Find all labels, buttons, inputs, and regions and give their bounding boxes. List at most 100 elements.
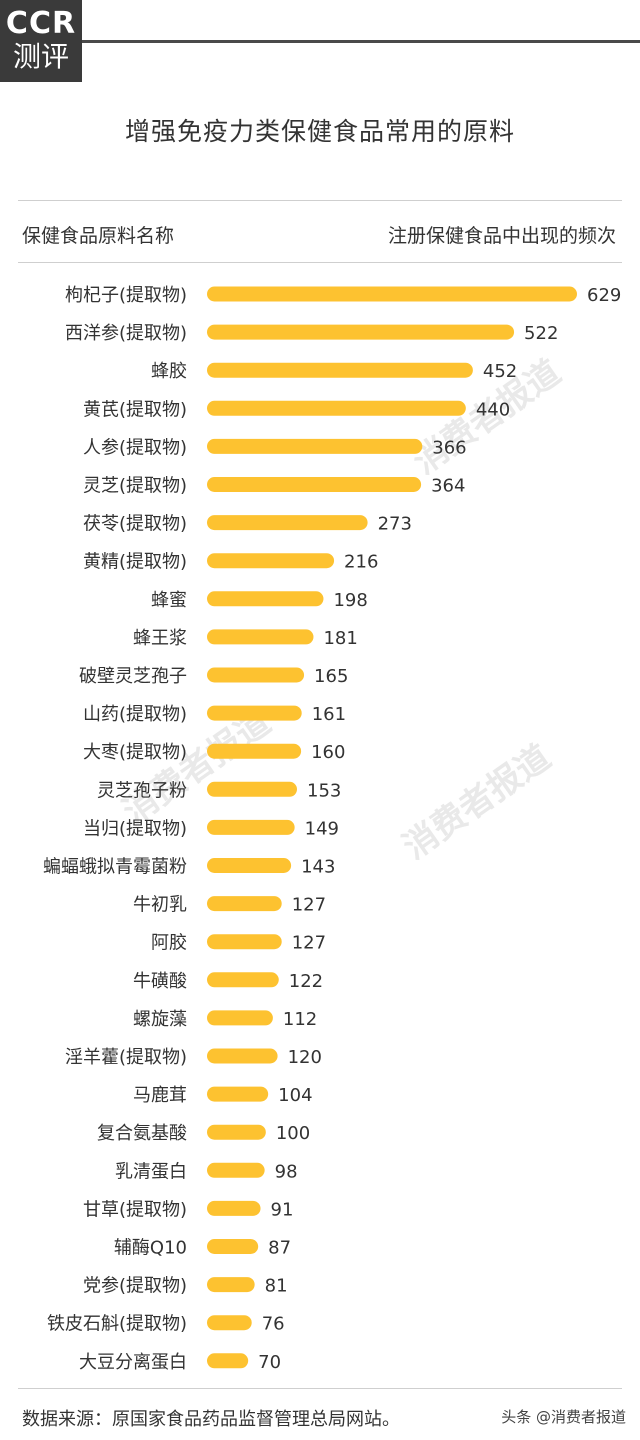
category-label: 蜂王浆 (133, 628, 187, 649)
category-label: 铁皮石斛(提取物) (47, 1314, 187, 1335)
bar (207, 1010, 273, 1026)
bar (207, 400, 466, 416)
header-top-rule (18, 200, 622, 201)
bar (207, 324, 515, 340)
bar (207, 362, 473, 378)
value-label: 112 (283, 1009, 317, 1030)
header-bottom-rule (18, 262, 622, 263)
logo-brand: CCR (5, 6, 77, 41)
category-label: 辅酶Q10 (114, 1238, 187, 1259)
category-label: 西洋参(提取物) (65, 323, 187, 344)
bar (207, 477, 422, 492)
credit: 头条 @消费者报道 (501, 1408, 626, 1426)
value-label: 87 (268, 1238, 291, 1259)
bar (207, 1048, 278, 1064)
category-label: 复合氨基酸 (97, 1123, 187, 1144)
bar (207, 934, 282, 950)
category-label: 山药(提取物) (83, 704, 187, 725)
category-label: 当归(提取物) (83, 818, 187, 839)
bar (207, 1124, 266, 1140)
bar (207, 896, 282, 912)
bar (207, 1239, 259, 1254)
category-label: 螺旋藻 (133, 1009, 187, 1030)
value-label: 181 (323, 628, 357, 649)
value-label: 70 (258, 1352, 281, 1373)
bar (207, 705, 302, 721)
category-label: 黄芪(提取物) (83, 399, 187, 420)
value-label: 98 (275, 1161, 298, 1182)
value-label: 76 (262, 1314, 285, 1335)
header-ingredient-name: 保健食品原料名称 (22, 225, 175, 247)
category-label: 乳清蛋白 (115, 1161, 187, 1182)
category-label: 大豆分离蛋白 (79, 1352, 187, 1373)
data-source: 数据来源：原国家食品药品监督管理总局网站。 (22, 1409, 400, 1430)
value-label: 81 (265, 1276, 288, 1297)
category-label: 甘草(提取物) (83, 1199, 187, 1220)
bar (207, 819, 295, 835)
bar (207, 858, 292, 873)
value-label: 364 (431, 476, 465, 497)
value-label: 91 (271, 1199, 294, 1220)
bar (207, 629, 314, 645)
value-label: 366 (432, 437, 466, 458)
category-label: 黄精(提取物) (83, 552, 187, 573)
value-label: 273 (378, 514, 412, 535)
bar-chart: 枸杞子(提取物) 629 西洋参(提取物) 522 蜂胶 452 黄芪(提取物) 440 人参(… (43, 285, 621, 1373)
value-label: 216 (344, 552, 378, 573)
value-label: 452 (483, 361, 517, 382)
category-label: 阿胶 (151, 933, 187, 954)
value-label: 143 (301, 857, 335, 878)
value-label: 100 (276, 1123, 310, 1144)
bar (207, 667, 305, 683)
bar (207, 553, 335, 569)
bar (207, 1200, 261, 1216)
value-label: 629 (587, 285, 621, 306)
value-label: 440 (476, 399, 510, 420)
chart-title: 增强免疫力类保健食品常用的原料 (124, 117, 515, 146)
category-label: 茯苓(提取物) (83, 514, 187, 535)
value-label: 120 (288, 1047, 322, 1068)
bar (207, 1353, 249, 1369)
value-label: 153 (307, 780, 341, 801)
value-label: 522 (524, 323, 558, 344)
bar (207, 591, 324, 607)
value-label: 149 (305, 818, 339, 839)
bar (207, 1162, 265, 1178)
bar (207, 438, 423, 454)
value-label: 127 (292, 895, 326, 916)
category-label: 大枣(提取物) (83, 742, 187, 763)
category-label: 灵芝孢子粉 (97, 780, 187, 801)
value-label: 198 (333, 590, 367, 611)
value-label: 104 (278, 1085, 312, 1106)
category-label: 人参(提取物) (83, 437, 187, 458)
bar (207, 1315, 252, 1331)
value-label: 160 (311, 742, 345, 763)
logo-sub: 测评 (12, 40, 69, 73)
bar (207, 781, 297, 797)
bar (207, 286, 577, 302)
category-label: 枸杞子(提取物) (65, 285, 187, 306)
value-label: 122 (289, 971, 323, 992)
value-label: 161 (312, 704, 346, 725)
category-label: 马鹿茸 (133, 1085, 187, 1106)
value-label: 165 (314, 666, 348, 687)
category-label: 蜂胶 (151, 361, 187, 382)
value-label: 127 (292, 933, 326, 954)
bar (207, 1086, 269, 1102)
category-label: 灵芝(提取物) (83, 476, 187, 497)
ccr-logo: CCR 测评 (0, 0, 82, 82)
category-label: 牛磺酸 (133, 971, 187, 992)
bar (207, 1277, 255, 1293)
category-label: 牛初乳 (133, 895, 187, 916)
bar (207, 743, 302, 759)
category-label: 蝙蝠蛾拟青霉菌粉 (43, 857, 187, 878)
category-label: 破壁灵芝孢子 (79, 666, 187, 687)
bar (207, 515, 368, 531)
header-frequency: 注册保健食品中出现的频次 (387, 225, 616, 247)
footer-rule (18, 1388, 622, 1389)
top-rule (82, 40, 640, 43)
category-label: 淫羊藿(提取物) (65, 1047, 187, 1068)
bar (207, 972, 279, 988)
category-label: 蜂蜜 (151, 590, 187, 611)
category-label: 党参(提取物) (83, 1276, 187, 1297)
